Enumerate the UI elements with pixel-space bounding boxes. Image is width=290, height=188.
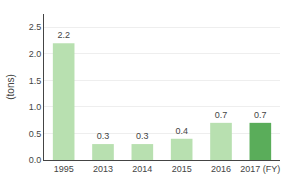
svg-text:2.2: 2.2	[57, 30, 70, 40]
svg-text:2014: 2014	[132, 164, 152, 174]
svg-text:(tons): (tons)	[5, 74, 16, 100]
svg-text:2.0: 2.0	[29, 49, 42, 59]
svg-text:1.5: 1.5	[29, 76, 42, 86]
svg-text:0.3: 0.3	[97, 131, 110, 141]
svg-text:0.5: 0.5	[29, 129, 42, 139]
svg-text:0.0: 0.0	[29, 155, 42, 165]
svg-text:1995: 1995	[54, 164, 74, 174]
svg-text:0.7: 0.7	[254, 110, 267, 120]
svg-text:1.0: 1.0	[29, 102, 42, 112]
svg-text:0.4: 0.4	[175, 126, 188, 136]
svg-text:2.5: 2.5	[29, 22, 42, 32]
svg-text:0.7: 0.7	[215, 110, 228, 120]
svg-text:0.3: 0.3	[136, 131, 149, 141]
svg-text:2015: 2015	[172, 164, 192, 174]
svg-text:2017 (FY): 2017 (FY)	[240, 164, 280, 174]
svg-text:2013: 2013	[93, 164, 113, 174]
svg-text:2016: 2016	[211, 164, 231, 174]
